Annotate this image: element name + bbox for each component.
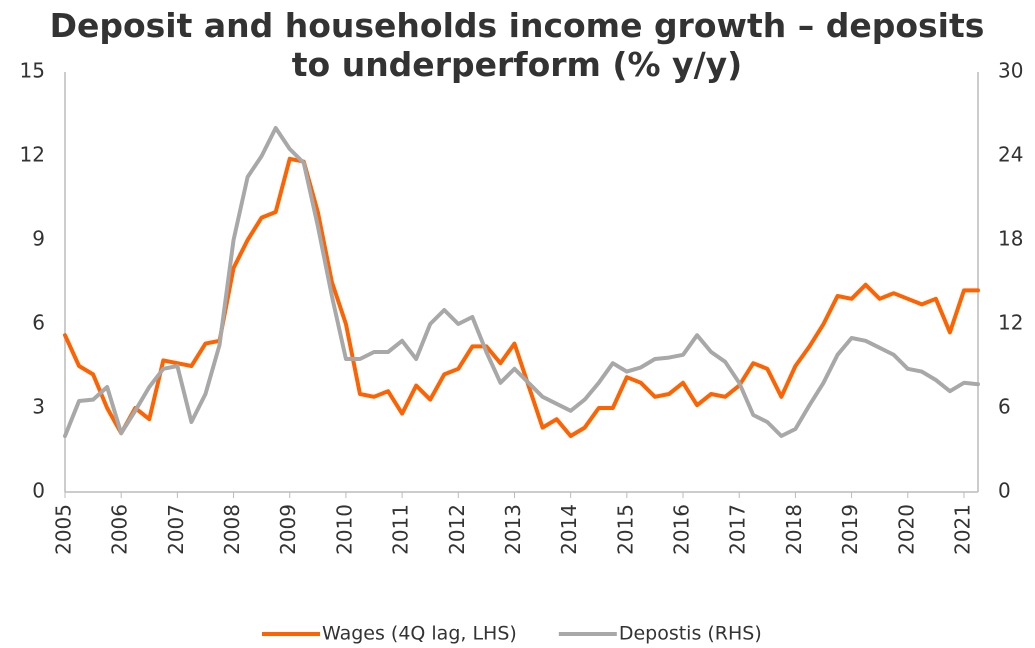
y2-tick-label: 6 — [998, 395, 1011, 419]
x-tick-label: 2016 — [670, 504, 694, 555]
x-tick-label: 2008 — [220, 504, 244, 555]
legend-label: Wages (4Q lag, LHS) — [322, 623, 517, 645]
x-tick-label: 2018 — [782, 504, 806, 555]
y-tick-label: 6 — [32, 311, 45, 335]
y-tick-label: 15 — [20, 59, 45, 83]
x-tick-label: 2006 — [108, 504, 132, 555]
x-tick-label: 2013 — [501, 504, 525, 555]
x-tick-label: 2010 — [332, 504, 356, 555]
legend-label: Depostis (RHS) — [619, 623, 762, 645]
x-tick-label: 2005 — [52, 504, 76, 555]
x-tick-label: 2020 — [894, 504, 918, 555]
y-tick-label: 0 — [32, 479, 45, 503]
x-tick-label: 2015 — [613, 504, 637, 555]
x-tick-label: 2019 — [838, 504, 862, 555]
x-tick-label: 2014 — [557, 504, 581, 555]
y-tick-label: 3 — [32, 395, 45, 419]
series-line — [63, 156, 980, 438]
y2-tick-label: 12 — [998, 311, 1023, 335]
y-tick-label: 12 — [20, 143, 45, 167]
x-tick-label: 2011 — [389, 504, 413, 555]
y2-tick-label: 24 — [998, 143, 1023, 167]
x-tick-label: 2012 — [445, 504, 469, 555]
y2-tick-label: 30 — [998, 59, 1023, 83]
series-line — [63, 126, 980, 438]
chart-title: Deposit and households income growth – d… — [49, 6, 985, 84]
y-tick-label: 9 — [32, 227, 45, 251]
x-tick-label: 2021 — [950, 504, 974, 555]
x-tick-label: 2007 — [164, 504, 188, 555]
x-tick-label: 2009 — [276, 504, 300, 555]
y2-tick-label: 0 — [998, 479, 1011, 503]
x-tick-label: 2017 — [726, 504, 750, 555]
y2-tick-label: 18 — [998, 227, 1023, 251]
